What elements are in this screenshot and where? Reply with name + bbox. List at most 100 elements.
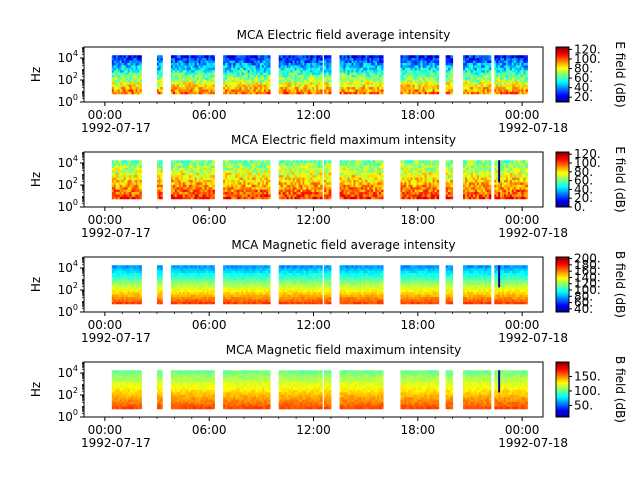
spectrogram-cell — [237, 60, 240, 63]
spectrogram-cell — [139, 172, 142, 176]
spectrogram-cell — [170, 172, 174, 176]
spectrogram-cell — [310, 79, 313, 83]
colorbar-segment — [556, 86, 569, 88]
spectrogram-cell — [400, 172, 403, 176]
spectrogram-cell — [121, 55, 125, 59]
spectrogram-cell — [418, 179, 422, 183]
spectrogram-cell — [115, 184, 119, 188]
spectrogram-cell — [363, 67, 366, 71]
spectrogram-cell — [121, 162, 125, 166]
spectrogram-cell — [121, 191, 125, 195]
spectrogram-cell — [416, 84, 420, 88]
spectrogram-cell — [500, 62, 503, 66]
spectrogram-cell — [361, 191, 364, 195]
spectrogram-cell — [198, 165, 202, 168]
spectrogram-cell — [231, 184, 234, 188]
spectrogram-cell — [511, 76, 515, 80]
spectrogram-cell — [465, 189, 468, 193]
spectrogram-cell — [174, 79, 178, 83]
spectrogram-cell — [235, 81, 238, 85]
spectrogram-cell — [225, 88, 228, 92]
spectrogram-cell — [117, 64, 121, 68]
spectrogram-cell — [416, 184, 420, 188]
spectrogram-cell — [353, 79, 356, 83]
spectrogram-cell — [184, 57, 188, 61]
spectrogram-cell — [430, 60, 434, 63]
spectrogram-cell — [377, 69, 380, 73]
spectrogram-cell — [131, 81, 134, 85]
spectrogram-cell — [345, 79, 348, 83]
spectrogram-cell — [204, 191, 207, 195]
spectrogram-cell — [280, 84, 284, 88]
spectrogram-cell — [308, 191, 311, 195]
spectrogram-cell — [261, 72, 265, 76]
spectrogram-cell — [253, 191, 257, 195]
spectrogram-cell — [420, 160, 424, 164]
spectrogram-cell — [502, 67, 505, 71]
spectrogram-cell — [326, 64, 330, 68]
spectrogram-cell — [476, 67, 480, 71]
spectrogram-cell — [158, 55, 161, 59]
spectrogram-cell — [194, 91, 198, 95]
spectrogram-cell — [184, 64, 188, 68]
spectrogram-cell — [158, 160, 161, 164]
spectrogram-cell — [320, 72, 323, 76]
spectrogram-cell — [202, 64, 206, 68]
spectrogram-cell — [482, 91, 486, 95]
spectrogram-cell — [233, 88, 236, 92]
spectrogram-cell — [196, 76, 200, 80]
spectrogram-cell — [488, 64, 492, 68]
spectrogram-cell — [157, 181, 160, 185]
spectrogram-cell — [445, 186, 449, 190]
spectrogram-cell — [184, 189, 188, 193]
spectrogram-cell — [484, 72, 488, 76]
spectrogram-cell — [257, 81, 261, 85]
spectrogram-cell — [253, 74, 257, 78]
spectrogram-cell — [304, 81, 307, 85]
spectrogram-cell — [194, 193, 198, 197]
spectrogram-cell — [323, 55, 327, 59]
spectrogram-cell — [160, 177, 163, 181]
spectrogram-cell — [255, 162, 259, 166]
spectrogram-cell — [414, 177, 418, 181]
spectrogram-cell — [204, 189, 207, 193]
spectrogram-cell — [263, 184, 267, 188]
spectrogram-cell — [436, 184, 440, 188]
spectrogram-cell — [310, 189, 313, 193]
spectrogram-cell — [371, 55, 374, 59]
spectrogram-cell — [420, 74, 424, 78]
spectrogram-cell — [467, 69, 470, 73]
spectrogram-cell — [422, 72, 426, 76]
spectrogram-cell — [343, 76, 347, 80]
spectrogram-cell — [367, 186, 370, 190]
spectrogram-cell — [341, 169, 345, 173]
spectrogram-cell — [278, 184, 282, 188]
spectrogram-cell — [117, 57, 121, 61]
spectrogram-cell — [294, 81, 298, 85]
spectrogram-cell — [137, 165, 140, 168]
spectrogram-cell — [416, 67, 420, 71]
spectrogram-cell — [357, 172, 360, 176]
spectrogram-cell — [365, 69, 368, 73]
spectrogram-cell — [304, 189, 307, 193]
spectrogram-cell — [251, 67, 255, 71]
spectrogram-cell — [247, 177, 251, 181]
spectrogram-cell — [515, 67, 519, 71]
spectrogram-cell — [300, 60, 303, 63]
spectrogram-cell — [373, 186, 376, 190]
colorbar-segment — [556, 63, 569, 65]
spectrogram-cell — [241, 167, 244, 171]
spectrogram-cell — [186, 91, 190, 95]
spectrogram-cell — [251, 169, 255, 173]
spectrogram-cell — [296, 169, 299, 173]
spectrogram-cell — [363, 79, 366, 83]
spectrogram-cell — [465, 55, 468, 59]
spectrogram-cell — [511, 74, 515, 78]
spectrogram-cell — [135, 88, 138, 92]
spectrogram-cell — [178, 55, 182, 59]
spectrogram-cell — [422, 69, 426, 73]
spectrogram-cell — [355, 179, 358, 183]
spectrogram-cell — [410, 69, 414, 73]
spectrogram-cell — [237, 57, 240, 61]
spectrogram-cell — [426, 165, 430, 168]
